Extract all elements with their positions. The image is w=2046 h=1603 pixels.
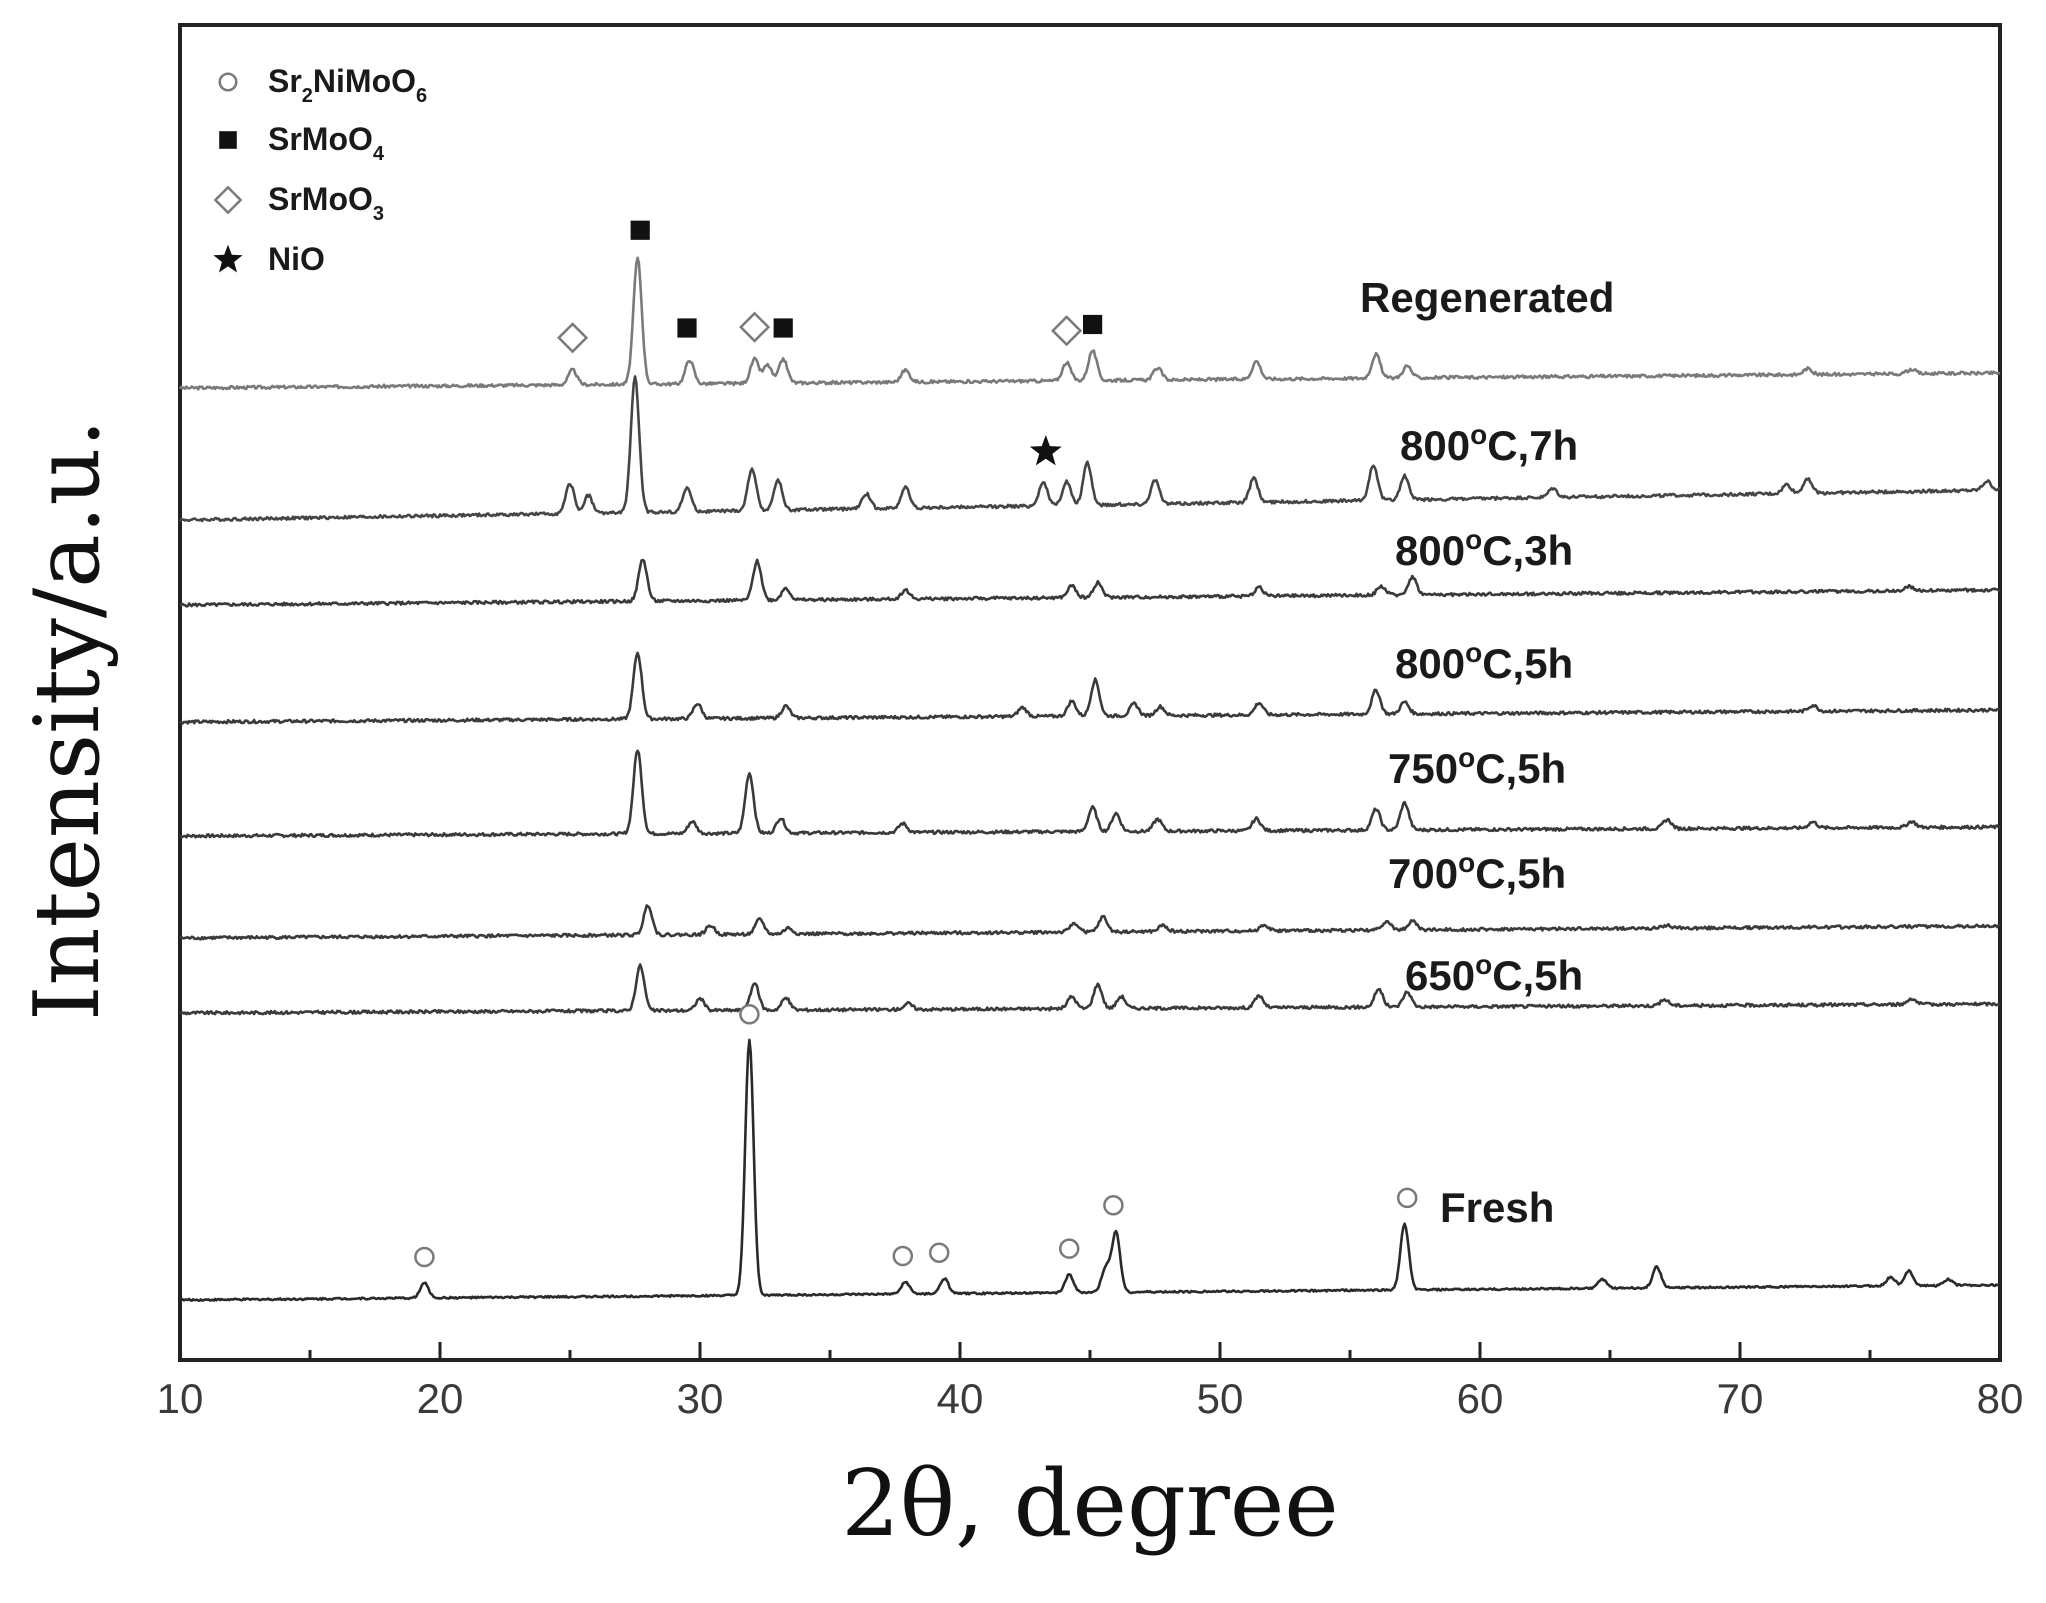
x-tick-label: 30 bbox=[677, 1375, 724, 1422]
legend: Sr2NiMoO6 SrMoO4 SrMoO3 NiO bbox=[213, 63, 427, 277]
series-line bbox=[179, 749, 2001, 839]
peak-marker-open-circle bbox=[1103, 1194, 1124, 1216]
peak-marker-star bbox=[1029, 435, 1062, 466]
x-axis-ticks: 10 20 30 40 50 60 70 80 bbox=[157, 1342, 2024, 1422]
peak-marker-open-circle bbox=[928, 1242, 950, 1263]
peak-marker-open-circle bbox=[892, 1245, 914, 1267]
series-label: 700oC,5h bbox=[1388, 847, 1566, 897]
peak-marker-open-circle bbox=[414, 1246, 435, 1268]
series-line bbox=[179, 558, 2001, 608]
peak-marker-open-diamond bbox=[1051, 315, 1083, 347]
x-tick-label: 60 bbox=[1457, 1375, 1504, 1422]
peak-markers bbox=[414, 220, 1418, 1268]
series-line bbox=[179, 963, 2001, 1016]
series-label: Fresh bbox=[1440, 1184, 1554, 1231]
peak-marker-open-circle bbox=[1396, 1187, 1418, 1209]
series-line bbox=[179, 1038, 2001, 1302]
y-axis-title: Intensity/a.u. bbox=[15, 419, 120, 1021]
x-axis-title: 2θ, degree bbox=[841, 1450, 1339, 1557]
x-tick-label: 70 bbox=[1717, 1375, 1764, 1422]
x-tick-label: 10 bbox=[157, 1375, 204, 1422]
series-labels: Regenerated 800oC,7h 800oC,3h 800oC,5h 750oC… bbox=[1360, 274, 1614, 1231]
legend-label: SrMoO4 bbox=[268, 121, 385, 165]
peak-marker-open-circle bbox=[1058, 1238, 1080, 1259]
x-tick-label: 50 bbox=[1197, 1375, 1244, 1422]
series-label: 750oC,5h bbox=[1388, 742, 1566, 792]
plot-frame bbox=[178, 23, 2002, 1362]
peak-marker-open-diamond bbox=[557, 322, 589, 354]
peak-marker-filled-square bbox=[630, 220, 650, 240]
peak-marker-filled-square bbox=[677, 318, 697, 338]
series-line bbox=[179, 904, 2001, 941]
legend-label: NiO bbox=[268, 241, 325, 277]
peak-marker-open-diamond bbox=[739, 311, 771, 343]
legend-marker-filled-square bbox=[219, 131, 237, 149]
series-label: 800oC,3h bbox=[1395, 524, 1573, 574]
x-tick-label: 40 bbox=[937, 1375, 984, 1422]
legend-label: SrMoO3 bbox=[268, 181, 384, 225]
legend-label: Sr2NiMoO6 bbox=[268, 63, 427, 107]
legend-marker-star bbox=[213, 244, 243, 273]
series-line bbox=[178, 256, 2001, 391]
series-label: 650oC,5h bbox=[1405, 949, 1583, 999]
diffraction-patterns bbox=[178, 256, 2001, 1302]
peak-marker-filled-square bbox=[773, 318, 793, 338]
peak-marker-open-circle bbox=[739, 1004, 760, 1025]
x-tick-label: 20 bbox=[417, 1375, 464, 1422]
series-label: 800oC,7h bbox=[1400, 419, 1578, 469]
series-line bbox=[179, 651, 2001, 725]
peak-marker-filled-square bbox=[1083, 314, 1103, 335]
legend-marker-open-circle bbox=[218, 72, 238, 92]
series-label: Regenerated bbox=[1360, 274, 1614, 321]
x-tick-label: 80 bbox=[1977, 1375, 2024, 1422]
series-label: 800oC,5h bbox=[1395, 637, 1573, 687]
legend-marker-open-diamond bbox=[213, 185, 243, 215]
series-line bbox=[178, 375, 2001, 523]
